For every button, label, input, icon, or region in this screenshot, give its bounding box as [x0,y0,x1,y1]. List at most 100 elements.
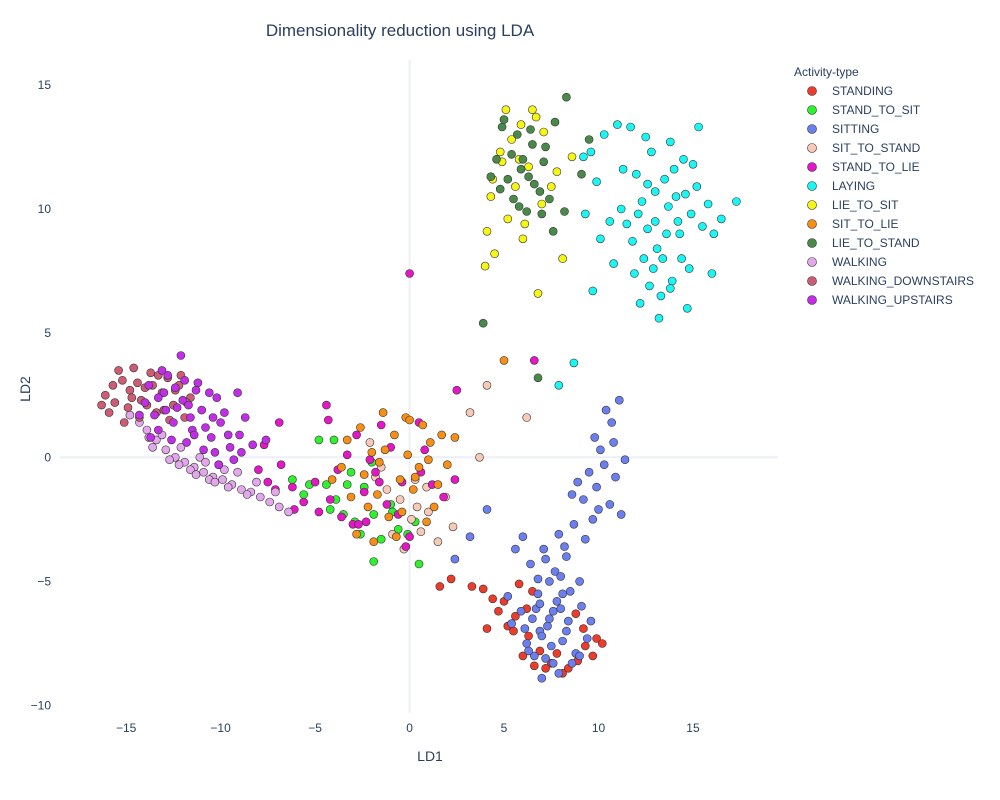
data-point[interactable] [577,601,586,611]
data-point[interactable] [503,214,513,224]
data-point[interactable] [314,435,324,445]
data-point[interactable] [146,433,155,442]
data-point[interactable] [531,112,541,122]
data-point[interactable] [580,209,590,219]
data-point[interactable] [537,209,547,219]
data-point[interactable] [199,467,208,477]
data-point[interactable] [482,505,492,514]
data-point[interactable] [314,507,324,517]
data-point[interactable] [548,606,558,616]
data-point[interactable] [433,480,443,489]
legend-item[interactable]: STAND_TO_SIT [807,103,921,117]
data-point[interactable] [639,254,649,263]
data-point[interactable] [509,626,518,636]
data-point[interactable] [662,229,671,239]
data-point[interactable] [541,554,550,564]
series-standing[interactable] [435,574,607,678]
data-point[interactable] [582,634,592,643]
data-point[interactable] [376,420,386,430]
data-point[interactable] [384,512,394,522]
data-point[interactable] [261,435,271,445]
data-point[interactable] [528,614,537,624]
data-point[interactable] [482,624,492,633]
data-point[interactable] [535,599,545,609]
data-point[interactable] [412,502,422,512]
data-point[interactable] [567,490,577,499]
data-point[interactable] [220,465,229,475]
data-point[interactable] [516,606,526,616]
data-point[interactable] [420,445,430,455]
data-point[interactable] [119,418,129,427]
data-point[interactable] [709,229,719,239]
data-point[interactable] [418,420,428,430]
data-point[interactable] [161,445,171,455]
data-point[interactable] [442,460,452,470]
data-point[interactable] [123,403,133,412]
data-point[interactable] [140,398,150,407]
data-point[interactable] [665,284,675,293]
data-points[interactable] [97,92,741,683]
data-point[interactable] [416,527,426,537]
data-point[interactable] [218,475,227,484]
data-point[interactable] [633,209,643,219]
data-point[interactable] [545,194,554,204]
data-point[interactable] [323,415,333,425]
data-point[interactable] [271,487,280,497]
data-point[interactable] [716,214,726,224]
data-point[interactable] [133,378,142,388]
data-point[interactable] [176,442,186,452]
data-point[interactable] [242,490,252,499]
data-point[interactable] [329,435,339,445]
data-point[interactable] [556,572,566,581]
data-point[interactable] [178,395,188,405]
data-point[interactable] [677,254,686,263]
data-point[interactable] [518,532,528,542]
data-point[interactable] [543,621,552,631]
data-point[interactable] [263,477,273,487]
data-point[interactable] [643,224,652,234]
data-point[interactable] [482,380,492,390]
data-point[interactable] [97,400,106,410]
data-point[interactable] [346,467,356,477]
data-point[interactable] [167,435,176,445]
data-point[interactable] [405,532,414,542]
data-point[interactable] [511,611,520,621]
data-point[interactable] [492,155,501,164]
data-point[interactable] [265,497,275,507]
data-point[interactable] [575,651,584,661]
data-point[interactable] [376,534,386,544]
data-point[interactable] [171,383,180,393]
data-point[interactable] [199,445,208,455]
data-point[interactable] [650,217,660,226]
data-point[interactable] [522,207,532,216]
data-point[interactable] [707,269,717,278]
data-point[interactable] [596,234,605,244]
data-point[interactable] [592,482,601,492]
legend-item[interactable]: SIT_TO_LIE [807,217,899,231]
data-point[interactable] [594,505,603,514]
data-point[interactable] [586,616,596,626]
data-point[interactable] [703,199,713,209]
data-point[interactable] [433,537,443,547]
data-point[interactable] [414,462,424,472]
data-point[interactable] [584,135,594,144]
data-point[interactable] [255,492,265,502]
data-point[interactable] [475,452,484,462]
data-point[interactable] [614,395,624,405]
data-point[interactable] [562,626,571,636]
data-point[interactable] [550,117,560,127]
data-point[interactable] [518,651,528,661]
data-point[interactable] [641,132,651,142]
series-lie-to-stand[interactable] [478,92,594,383]
data-point[interactable] [637,197,647,206]
data-point[interactable] [580,641,590,651]
data-point[interactable] [675,229,685,239]
legend-item[interactable]: WALKING [807,255,887,269]
data-point[interactable] [150,410,159,420]
data-point[interactable] [550,567,560,576]
data-point[interactable] [176,351,186,360]
data-point[interactable] [365,438,375,447]
data-point[interactable] [390,430,399,440]
data-point[interactable] [482,227,492,236]
data-point[interactable] [212,393,222,403]
